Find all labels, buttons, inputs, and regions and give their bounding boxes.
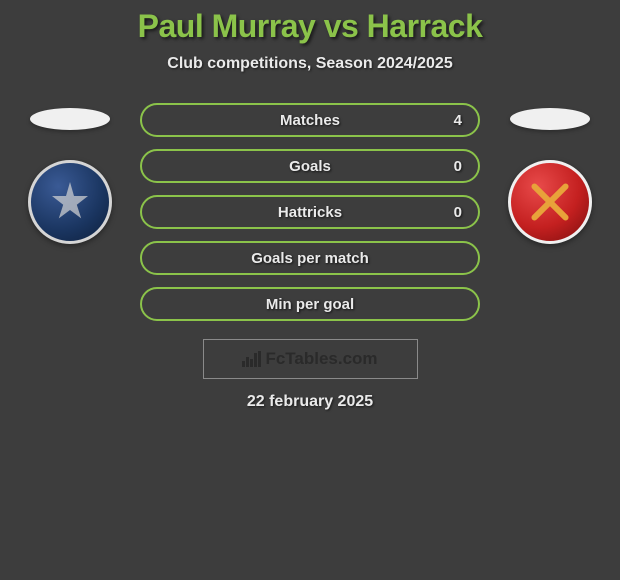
stat-value-right: 0 — [454, 204, 462, 221]
stat-value-right: 0 — [454, 158, 462, 175]
stat-row-min-per-goal: Min per goal — [140, 287, 480, 321]
right-club-badge — [508, 160, 592, 244]
content-row: Matches 4 Goals 0 Hattricks 0 Goals per … — [0, 103, 620, 321]
stat-label: Hattricks — [278, 204, 342, 221]
watermark-text: FcTables.com — [265, 349, 377, 369]
stat-row-hattricks: Hattricks 0 — [140, 195, 480, 229]
bar-chart-icon — [242, 351, 261, 367]
stat-label: Min per goal — [266, 296, 354, 313]
crossed-tools-icon — [525, 177, 575, 227]
owl-icon — [50, 182, 90, 222]
left-player-column — [20, 103, 120, 244]
stat-label: Goals per match — [251, 250, 369, 267]
stat-row-goals: Goals 0 — [140, 149, 480, 183]
stat-row-matches: Matches 4 — [140, 103, 480, 137]
stat-label: Matches — [280, 112, 340, 129]
comparison-card: Paul Murray vs Harrack Club competitions… — [0, 0, 620, 411]
right-player-avatar-placeholder — [510, 108, 590, 130]
stat-row-goals-per-match: Goals per match — [140, 241, 480, 275]
watermark[interactable]: FcTables.com — [203, 339, 418, 379]
page-title: Paul Murray vs Harrack — [138, 8, 483, 45]
right-player-column — [500, 103, 600, 244]
stat-value-right: 4 — [454, 112, 462, 129]
page-subtitle: Club competitions, Season 2024/2025 — [167, 55, 452, 73]
left-club-badge — [28, 160, 112, 244]
stat-label: Goals — [289, 158, 331, 175]
date-text: 22 february 2025 — [247, 393, 373, 411]
stats-column: Matches 4 Goals 0 Hattricks 0 Goals per … — [140, 103, 480, 321]
left-player-avatar-placeholder — [30, 108, 110, 130]
